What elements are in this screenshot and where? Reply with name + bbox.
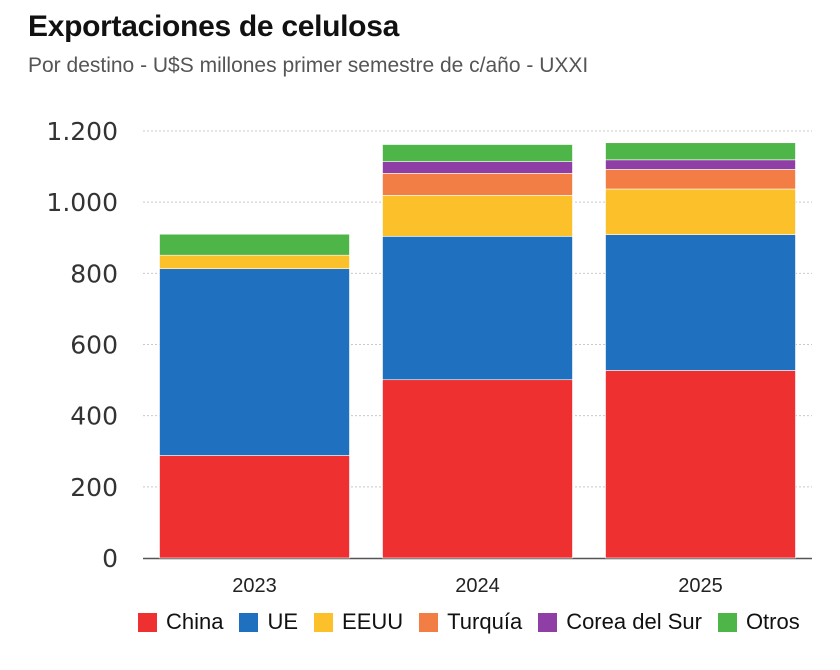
y-tick-label: 0 (102, 544, 118, 573)
bar-segment-2024-corea-del-sur (382, 161, 573, 174)
chart-subtitle: Por destino - U$S millones primer semest… (28, 54, 589, 77)
legend-label: Corea del Sur (566, 609, 702, 634)
legend-swatch (419, 612, 439, 632)
legend-item: Corea del Sur (538, 609, 702, 635)
y-tick-label: 600 (70, 331, 118, 360)
legend-swatch (538, 612, 558, 632)
y-tick-label: 200 (70, 473, 118, 502)
bar-segment-2023-china (159, 455, 350, 559)
bar-segment-2024-eeuu (382, 195, 573, 237)
bar-segment-2025-corea-del-sur (605, 159, 796, 170)
legend-label: UE (267, 609, 299, 634)
y-tick-label: 1.200 (46, 117, 118, 146)
chart-title: Exportaciones de celulosa (28, 10, 399, 43)
bar-segment-2024-turquía (382, 173, 573, 196)
bars (159, 142, 796, 559)
y-tick-label: 400 (70, 402, 118, 431)
bar-segment-2024-otros (382, 144, 573, 162)
legend-item: China (138, 609, 223, 635)
legend-swatch (239, 612, 259, 632)
y-tick-label: 800 (70, 259, 118, 288)
bar-segment-2023-otros (159, 233, 350, 256)
legend-label: Otros (745, 609, 800, 634)
x-axis-tick-labels: 2023 2024 2025 (232, 575, 723, 597)
legend-swatch (717, 612, 737, 632)
legend-swatch (138, 612, 157, 632)
legend-item: EEUU (314, 609, 403, 635)
bar-segment-2025-otros (605, 142, 796, 161)
bar-segment-2024-ue (382, 236, 573, 381)
bar-segment-2025-ue (605, 234, 796, 371)
legend-label: EEUU (342, 609, 404, 634)
legend-item: Turquía (419, 609, 522, 635)
legend-label: Turquía (447, 609, 523, 634)
bar-segment-2025-china (605, 370, 796, 559)
bar-segment-2025-eeuu (605, 188, 796, 235)
bar-segment-2023-ue (159, 268, 350, 456)
bar-segment-2025-turquía (605, 169, 796, 190)
x-tick-label: 2023 (232, 575, 277, 597)
y-tick-label: 1.000 (46, 188, 118, 217)
x-tick-label: 2024 (455, 575, 500, 597)
legend-label: China (166, 609, 224, 634)
bar-segment-2024-china (382, 379, 573, 559)
chart-area: 0 200 400 600 800 1.000 1.200 2023 2024 2025 (46, 117, 812, 597)
bar-segment-2023-eeuu (159, 254, 350, 270)
y-axis-tick-labels: 0 200 400 600 800 1.000 1.200 (46, 117, 118, 573)
legend-item: UE (239, 609, 298, 635)
legend-swatch (314, 612, 334, 632)
x-tick-label: 2025 (678, 575, 723, 597)
legend-item: Otros (717, 609, 800, 635)
legend: China UE EEUU Turquía Corea del Sur Otros (138, 609, 816, 635)
